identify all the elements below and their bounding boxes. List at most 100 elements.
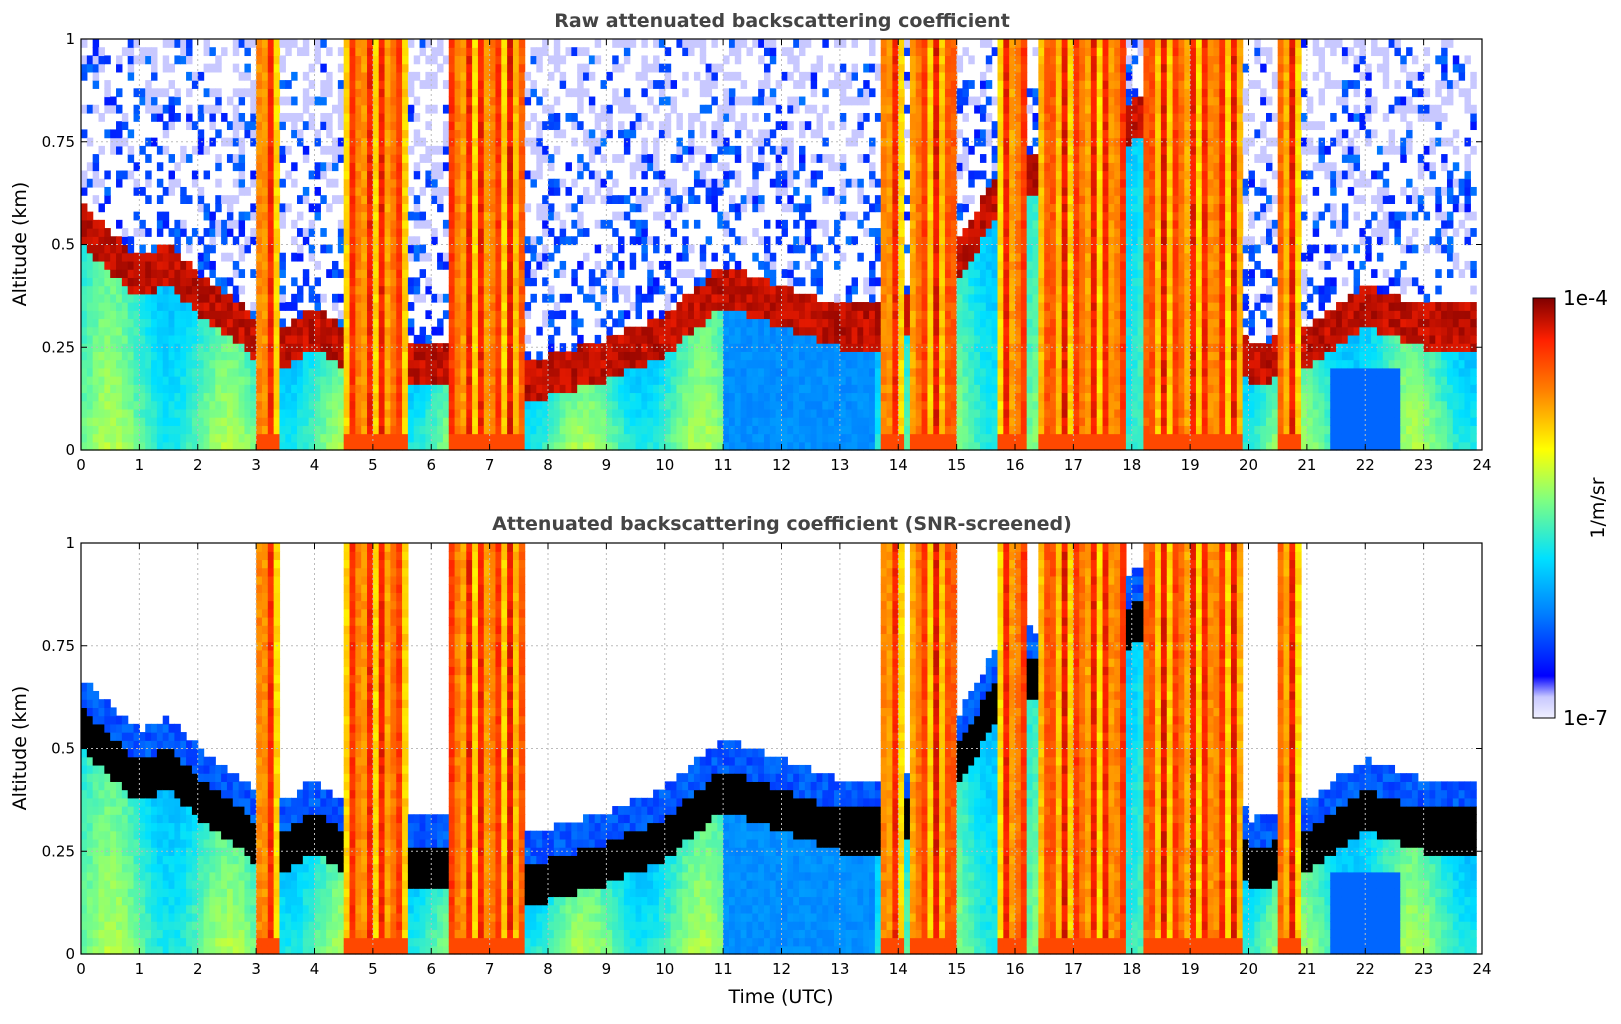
heatmap-cell	[641, 186, 648, 196]
heatmap-cell	[460, 145, 467, 155]
heatmap-cell	[857, 252, 864, 262]
heatmap-cell	[180, 55, 187, 65]
heatmap-cell	[215, 277, 222, 287]
heatmap-cell	[413, 96, 421, 106]
heatmap-cell	[139, 392, 146, 402]
heatmap-cell	[402, 425, 409, 435]
heatmap-cell	[641, 376, 648, 385]
heatmap-cell	[384, 39, 391, 48]
heatmap-cell	[332, 384, 339, 394]
heatmap-cell	[454, 359, 462, 369]
heatmap-cell	[542, 219, 549, 229]
heatmap-cell	[799, 277, 806, 287]
heatmap-cell	[308, 384, 316, 394]
heatmap-cell	[285, 302, 292, 311]
heatmap-cell	[460, 129, 467, 139]
heatmap-cell	[372, 384, 380, 394]
heatmap-cell	[174, 269, 181, 278]
heatmap-cell	[367, 392, 374, 402]
heatmap-cell	[828, 425, 835, 435]
heatmap-cell	[396, 195, 403, 204]
heatmap-cell	[787, 408, 794, 418]
heatmap-cell	[676, 39, 683, 48]
heatmap-cell	[740, 112, 748, 122]
heatmap-cell	[501, 302, 508, 311]
heatmap-cell	[641, 252, 648, 262]
heatmap-cell	[425, 55, 432, 65]
heatmap-cell	[618, 236, 625, 246]
heatmap-cell	[612, 400, 619, 410]
heatmap-cell	[186, 384, 193, 394]
heatmap-cell	[343, 71, 351, 81]
heatmap-cell	[431, 71, 438, 81]
heatmap-cell	[553, 400, 561, 410]
heatmap-cell	[699, 39, 707, 48]
heatmap-cell	[349, 211, 356, 221]
heatmap-cell	[343, 318, 351, 328]
heatmap-cell	[495, 154, 502, 163]
heatmap-cell	[512, 376, 520, 385]
heatmap-cell	[816, 55, 823, 65]
heatmap-cell	[442, 384, 450, 394]
heatmap-cell	[740, 433, 748, 443]
heatmap-cell	[267, 96, 275, 106]
heatmap-cell	[880, 302, 888, 311]
heatmap-cell	[86, 219, 94, 229]
heatmap-cell	[261, 408, 269, 418]
heatmap-cell	[191, 367, 199, 377]
heatmap-cell	[869, 334, 876, 344]
heatmap-cell	[261, 285, 269, 295]
heatmap-cell	[145, 154, 152, 163]
heatmap-cell	[851, 302, 858, 311]
heatmap-cell	[232, 359, 240, 369]
heatmap-cell	[314, 392, 321, 402]
heatmap-cell	[618, 359, 625, 369]
heatmap-cell	[793, 310, 800, 320]
heatmap-cell	[425, 39, 432, 48]
heatmap-cell	[822, 104, 829, 114]
heatmap-cell	[641, 112, 648, 122]
heatmap-cell	[793, 104, 800, 114]
heatmap-cell	[711, 178, 718, 188]
heatmap-cell	[793, 326, 800, 336]
heatmap-cell	[512, 392, 520, 402]
heatmap-cell	[425, 425, 432, 435]
heatmap-cell	[337, 112, 345, 122]
heatmap-cell	[746, 293, 753, 303]
heatmap-cell	[734, 269, 742, 278]
heatmap-cell	[734, 351, 742, 361]
heatmap-cell	[495, 310, 502, 320]
heatmap-cell	[98, 359, 105, 369]
heatmap-cell	[699, 367, 707, 377]
heatmap-cell	[869, 178, 876, 188]
heatmap-cell	[203, 334, 211, 344]
heatmap-cell	[174, 376, 181, 385]
heatmap-cell	[139, 318, 146, 328]
heatmap-cell	[261, 260, 269, 270]
heatmap-cell	[769, 334, 777, 344]
heatmap-cell	[413, 244, 421, 254]
heatmap-cell	[203, 359, 211, 369]
heatmap-cell	[489, 112, 497, 122]
heatmap-cell	[390, 425, 397, 435]
heatmap-cell	[512, 104, 520, 114]
heatmap-cell	[454, 260, 462, 270]
heatmap-cell	[448, 376, 456, 385]
heatmap-cell	[804, 195, 812, 204]
heatmap-cell	[477, 318, 485, 328]
heatmap-cell	[402, 121, 409, 131]
heatmap-cell	[763, 408, 771, 418]
heatmap-cell	[571, 236, 578, 246]
heatmap-cell	[880, 400, 888, 410]
heatmap-cell	[314, 318, 321, 328]
heatmap-cell	[483, 211, 491, 221]
heatmap-cell	[151, 285, 158, 295]
heatmap-cell	[413, 351, 421, 361]
heatmap-cell	[419, 293, 427, 303]
heatmap-cell	[828, 310, 835, 320]
heatmap-cell	[892, 219, 899, 229]
heatmap-cell	[320, 318, 327, 328]
heatmap-cell	[367, 186, 374, 196]
heatmap-cell	[151, 88, 158, 98]
heatmap-cell	[483, 400, 491, 410]
